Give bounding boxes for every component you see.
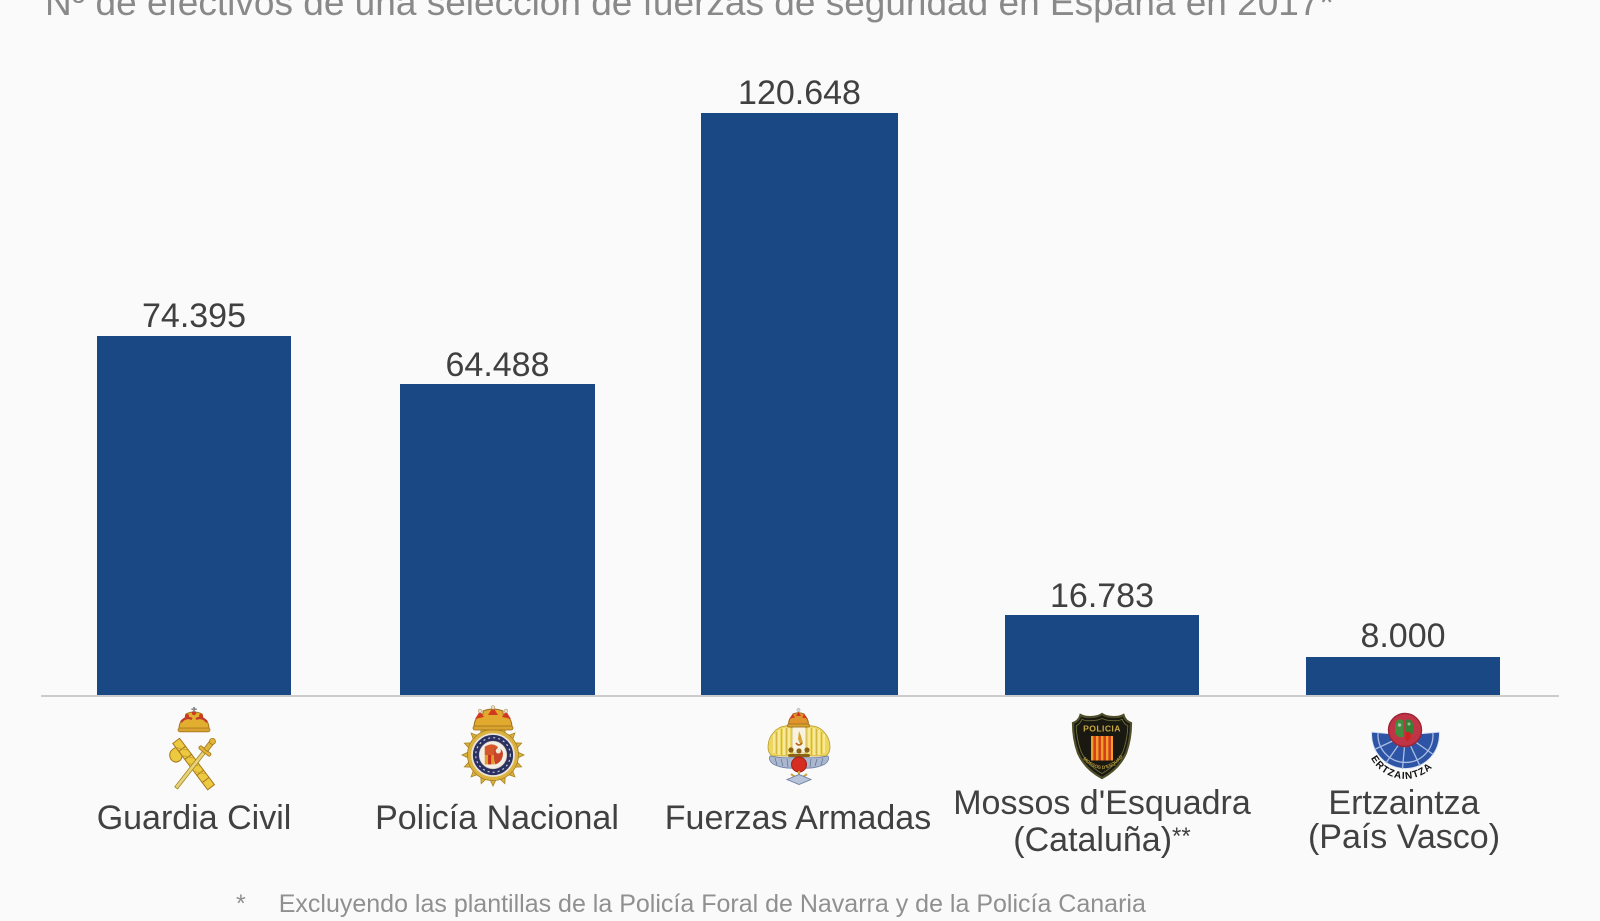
svg-text:POLICIA: POLICIA xyxy=(1083,724,1121,734)
